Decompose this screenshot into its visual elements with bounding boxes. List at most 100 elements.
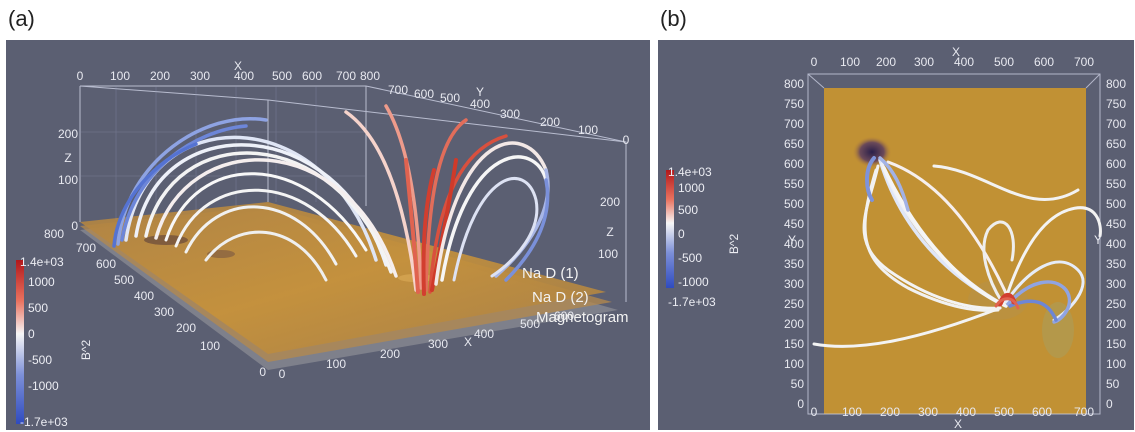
tick-label: 150 xyxy=(784,337,804,351)
x-axis-title: X xyxy=(464,335,472,349)
colorbar-label: -1.7e+03 xyxy=(20,415,68,429)
tick-label: 100 xyxy=(1106,357,1126,371)
colorbar-label: -1000 xyxy=(678,275,709,289)
colorbar xyxy=(666,170,674,288)
tick-label: 250 xyxy=(784,297,804,311)
colorbar-label: 1.4e+03 xyxy=(20,255,64,269)
colorbar xyxy=(16,260,24,424)
field-line xyxy=(184,205,338,266)
colorbar-labels: 1.4e+03 1000 500 0 -500 -1000 -1.7e+03 B… xyxy=(668,165,741,309)
tick-label: 600 xyxy=(302,69,322,83)
tick-label: 400 xyxy=(1106,237,1126,251)
tick-label: 300 xyxy=(190,69,210,83)
colorbar-label: 1000 xyxy=(28,275,55,289)
tick-label: 700 xyxy=(1074,405,1094,419)
z-left-ticks: 200 100 0 Z xyxy=(58,127,78,233)
tick-label: 0 xyxy=(811,405,818,419)
z-axis-title: Z xyxy=(606,225,613,239)
tick-label: 600 xyxy=(784,157,804,171)
field-line xyxy=(878,156,910,212)
tick-label: 600 xyxy=(96,257,116,271)
tick-label: 200 xyxy=(880,405,900,419)
field-line xyxy=(164,172,368,252)
tick-label: 400 xyxy=(234,69,254,83)
y-axis-title: Y xyxy=(476,85,484,99)
colorbar-label: -500 xyxy=(28,353,52,367)
tick-label: 100 xyxy=(598,247,618,261)
panel-a-3d-view: 0 100 200 300 400 500 600 700 800 X 700 … xyxy=(6,40,650,430)
tick-label: 200 xyxy=(876,55,896,69)
tick-label: 100 xyxy=(784,357,804,371)
colorbar-label: 1000 xyxy=(678,181,705,195)
x-axis-title: X xyxy=(234,59,242,73)
tick-label: 700 xyxy=(76,241,96,255)
tick-label: 600 xyxy=(1034,55,1054,69)
x-top-ticks: 0 100 200 300 400 500 600 700 800 X xyxy=(77,59,381,83)
field-line xyxy=(434,141,548,286)
field-line xyxy=(863,168,1000,312)
tick-label: 100 xyxy=(578,123,598,137)
tick-label: 200 xyxy=(150,69,170,83)
field-line xyxy=(886,160,1012,304)
field-line xyxy=(504,178,550,282)
field-line xyxy=(344,110,418,292)
colorbar-label: 0 xyxy=(28,327,35,341)
field-line xyxy=(404,158,420,294)
tick-label: 0 xyxy=(797,397,804,411)
na-d-1-layer xyxy=(80,202,606,354)
colorbar-label: 1.4e+03 xyxy=(668,165,712,179)
z-axis-title: Z xyxy=(64,151,71,165)
tick-label: 200 xyxy=(540,115,560,129)
tick-label: 300 xyxy=(784,277,804,291)
tick-label: 100 xyxy=(200,339,220,353)
field-line xyxy=(812,306,1002,348)
field-line xyxy=(982,220,1015,304)
y-left-ticks: 800 700 600 500 400 300 200 100 0 Y xyxy=(44,227,266,379)
tick-label: 650 xyxy=(1106,137,1126,151)
tick-label: 700 xyxy=(784,117,804,131)
tick-label: 0 xyxy=(77,69,84,83)
field-line xyxy=(430,158,458,292)
tick-label: 100 xyxy=(840,55,860,69)
colorbar-label: -500 xyxy=(678,251,702,265)
field-line xyxy=(1002,206,1102,306)
tick-label: 550 xyxy=(784,177,804,191)
tick-label: 0 xyxy=(71,219,78,233)
colorbar-label: -1.7e+03 xyxy=(668,295,716,309)
tick-label: 400 xyxy=(474,327,494,341)
colorbar-label: -1000 xyxy=(28,379,59,393)
colorbar-labels: 1.4e+03 1000 500 0 -500 -1000 -1.7e+03 B… xyxy=(20,255,93,429)
field-line xyxy=(421,168,436,296)
colorbar-label: 500 xyxy=(28,301,48,315)
tick-label: 200 xyxy=(176,321,196,335)
field-line xyxy=(994,297,1020,310)
tick-label: 700 xyxy=(1074,55,1094,69)
bounding-box xyxy=(79,85,627,302)
tick-label: 700 xyxy=(336,69,356,83)
tick-label: 400 xyxy=(784,237,804,251)
x-axis-title-bottom: X xyxy=(954,417,962,430)
tick-label: 650 xyxy=(784,137,804,151)
field-line xyxy=(112,142,198,248)
tick-label: 800 xyxy=(360,69,380,83)
tick-label: 400 xyxy=(134,289,154,303)
tick-label: 150 xyxy=(1106,337,1126,351)
tick-label: 300 xyxy=(154,305,174,319)
tick-label: 100 xyxy=(326,357,346,371)
surface-shade xyxy=(824,88,1086,414)
panel-a-svg: 0 100 200 300 400 500 600 700 800 X 700 … xyxy=(16,59,630,429)
tick-label: 300 xyxy=(914,55,934,69)
tick-label: 300 xyxy=(918,405,938,419)
tick-label: 200 xyxy=(58,127,78,141)
field-line xyxy=(424,118,468,292)
tick-label: 50 xyxy=(791,377,805,391)
tick-label: 350 xyxy=(1106,257,1126,271)
tick-label: 500 xyxy=(1106,197,1126,211)
field-line xyxy=(204,230,328,282)
field-line xyxy=(116,117,268,246)
tick-label: 50 xyxy=(1106,377,1120,391)
tick-label: 200 xyxy=(600,195,620,209)
tick-label: 0 xyxy=(279,367,286,381)
field-line xyxy=(384,104,423,290)
tick-label: 500 xyxy=(994,405,1014,419)
